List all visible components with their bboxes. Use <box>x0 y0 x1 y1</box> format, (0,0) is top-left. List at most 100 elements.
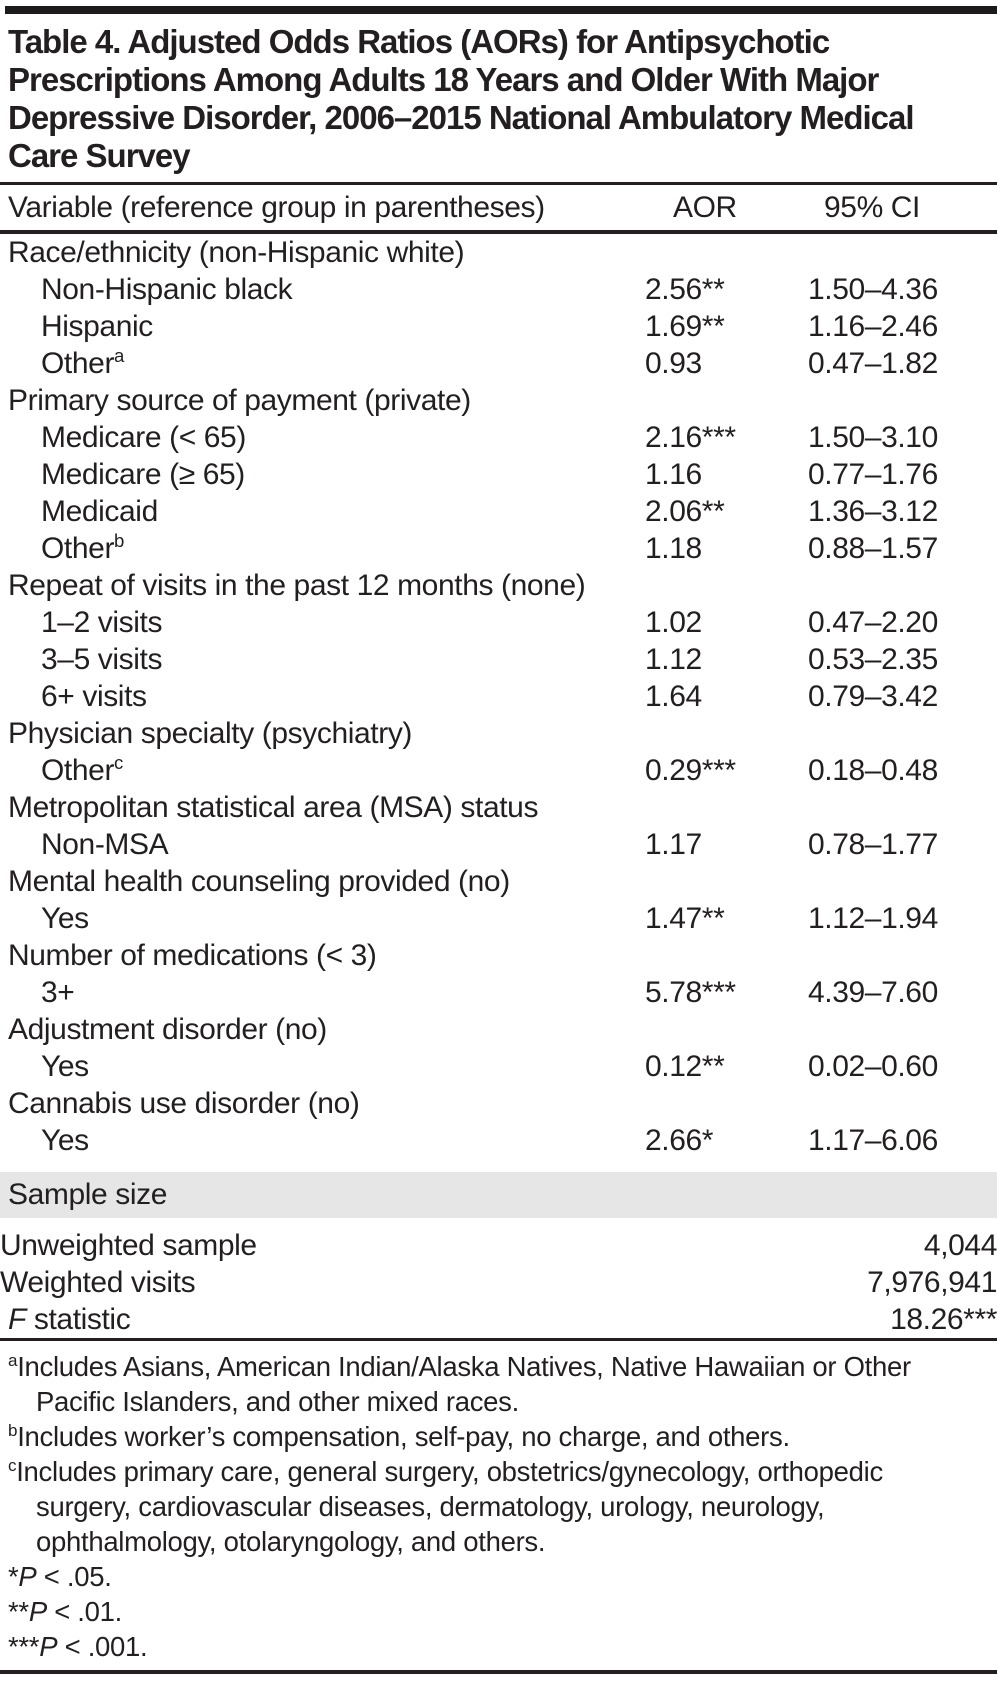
p-threshold-text: < .001. <box>57 1631 148 1662</box>
row-label-text: Metropolitan statistical area (MSA) stat… <box>8 791 539 824</box>
footnote-text: Includes Asians, American Indian/Alaska … <box>17 1351 911 1417</box>
sample-row-label: F statistic <box>0 1301 639 1338</box>
sample-size-table: Unweighted sample 4,044 Weighted visits 7,9… <box>0 1227 997 1338</box>
row-label-text: Other <box>41 532 115 565</box>
aor-value: 1.12 <box>645 643 702 676</box>
p-value-note: ***P < .001. <box>8 1629 985 1664</box>
aor-value <box>639 382 802 419</box>
group-row: Number of medications (< 3) <box>0 937 997 974</box>
row-label: Mental health counseling provided (no) <box>0 863 639 900</box>
row-label-text: Adjustment disorder (no) <box>8 1013 327 1046</box>
sample-size-band: Sample size <box>0 1172 997 1218</box>
table-row: Yes 2.66* 1.17–6.06 <box>0 1122 997 1159</box>
footnote: cIncludes primary care, general surgery,… <box>8 1454 985 1559</box>
table-row: Othera 0.93 0.47–1.82 <box>0 345 997 382</box>
aor-value <box>639 715 802 752</box>
footnote-marker: b <box>8 1420 18 1440</box>
table-body: Race/ethnicity (non-Hispanic white) Non-H… <box>0 232 997 1159</box>
footnotes: aIncludes Asians, American Indian/Alaska… <box>0 1341 997 1664</box>
aor-value: 0.93 <box>645 347 702 380</box>
significance-stars: *** <box>8 1631 40 1662</box>
ci-value <box>802 382 997 419</box>
aor-value: 2.56** <box>645 273 725 306</box>
header-row: Variable (reference group in parentheses… <box>0 185 997 234</box>
ci-value: 0.02–0.60 <box>808 1050 938 1083</box>
row-label-text: Non-MSA <box>41 828 169 861</box>
aor-value <box>639 863 802 900</box>
p-value-note: **P < .01. <box>8 1594 985 1629</box>
row-label: Yes <box>0 1122 639 1159</box>
row-label-text: Medicare (< 65) <box>41 421 246 454</box>
row-label-text: 6+ visits <box>41 680 147 713</box>
row-label-text: Cannabis use disorder (no) <box>8 1087 360 1120</box>
aor-value <box>639 937 802 974</box>
group-row: Repeat of visits in the past 12 months (… <box>0 567 997 604</box>
aor-value: 2.66* <box>645 1124 714 1157</box>
group-row: Adjustment disorder (no) <box>0 1011 997 1048</box>
aor-value: 0.29*** <box>645 754 736 787</box>
row-label: Non-Hispanic black <box>0 271 639 308</box>
group-row: Cannabis use disorder (no) <box>0 1085 997 1122</box>
page-title: Table 4. Adjusted Odds Ratios (AORs) for… <box>8 23 915 174</box>
table-row: Otherb 1.18 0.88–1.57 <box>0 530 997 567</box>
row-label-text: Medicaid <box>41 495 158 528</box>
table-row: Medicaid 2.06** 1.36–3.12 <box>0 493 997 530</box>
top-rule-bar <box>5 6 997 14</box>
footnote-marker: c <box>8 1455 17 1475</box>
aor-value: 1.18 <box>645 532 702 565</box>
ci-value: 0.77–1.76 <box>808 458 938 491</box>
row-label: 6+ visits <box>0 678 639 715</box>
row-label: Number of medications (< 3) <box>0 937 639 974</box>
ci-value: 1.50–4.36 <box>808 273 938 306</box>
table-row: 1–2 visits 1.02 0.47–2.20 <box>0 604 997 641</box>
row-label: 3+ <box>0 974 639 1011</box>
sample-size-body: Unweighted sample 4,044 Weighted visits 7,9… <box>0 1227 997 1338</box>
row-label-text: Other <box>41 347 115 380</box>
table-row: 3–5 visits 1.12 0.53–2.35 <box>0 641 997 678</box>
aor-value: 1.16 <box>645 458 702 491</box>
ci-value: 0.47–2.20 <box>808 606 938 639</box>
row-label: Medicaid <box>0 493 639 530</box>
ci-value: 0.78–1.77 <box>808 828 938 861</box>
ci-value: 1.16–2.46 <box>808 310 938 343</box>
aor-value: 1.17 <box>645 828 702 861</box>
aor-value: 0.12** <box>645 1050 725 1083</box>
ci-value: 1.17–6.06 <box>808 1124 938 1157</box>
table-row: Medicare (< 65) 2.16*** 1.50–3.10 <box>0 419 997 456</box>
row-label-text: 1–2 visits <box>41 606 163 639</box>
ci-value: 0.47–1.82 <box>808 347 938 380</box>
sample-row-label-text: statistic <box>25 1303 131 1336</box>
table-row: Hispanic 1.69** 1.16–2.46 <box>0 308 997 345</box>
table-header: Variable (reference group in parentheses… <box>0 185 997 234</box>
significance-stars: * <box>8 1561 19 1592</box>
aor-value: 1.69** <box>645 310 725 343</box>
aor-value <box>639 1085 802 1122</box>
column-header-variable: Variable (reference group in parentheses… <box>0 185 639 234</box>
row-label-text: Physician specialty (psychiatry) <box>8 717 413 750</box>
sample-row: F statistic 18.26*** <box>0 1301 997 1338</box>
row-label-text: Hispanic <box>41 310 153 343</box>
table-row: Non-MSA 1.17 0.78–1.77 <box>0 826 997 863</box>
footnote-marker: b <box>114 530 124 551</box>
sample-row-label: Unweighted sample <box>0 1227 639 1264</box>
row-label-text: Other <box>41 754 115 787</box>
row-label: Yes <box>0 1048 639 1085</box>
column-header-ci: 95% CI <box>802 185 997 234</box>
aor-value: 2.16*** <box>645 421 736 454</box>
sample-row-label-text: Weighted visits <box>0 1266 196 1299</box>
ci-value: 1.50–3.10 <box>808 421 938 454</box>
sample-row-label: Weighted visits <box>0 1264 639 1301</box>
sample-row-label-italic: F <box>8 1303 26 1336</box>
aor-value <box>639 232 802 271</box>
row-label: Medicare (≥ 65) <box>0 456 639 493</box>
ci-value: 0.18–0.48 <box>808 754 938 787</box>
row-label: Otherb <box>0 530 639 567</box>
significance-stars: ** <box>8 1596 29 1627</box>
footnote-marker: a <box>114 345 124 366</box>
table-row: Yes 0.12** 0.02–0.60 <box>0 1048 997 1085</box>
row-label: Hispanic <box>0 308 639 345</box>
aor-value: 2.06** <box>645 495 725 528</box>
sample-row-label-text: Unweighted sample <box>0 1229 257 1262</box>
row-label: Non-MSA <box>0 826 639 863</box>
group-row: Physician specialty (psychiatry) <box>0 715 997 752</box>
